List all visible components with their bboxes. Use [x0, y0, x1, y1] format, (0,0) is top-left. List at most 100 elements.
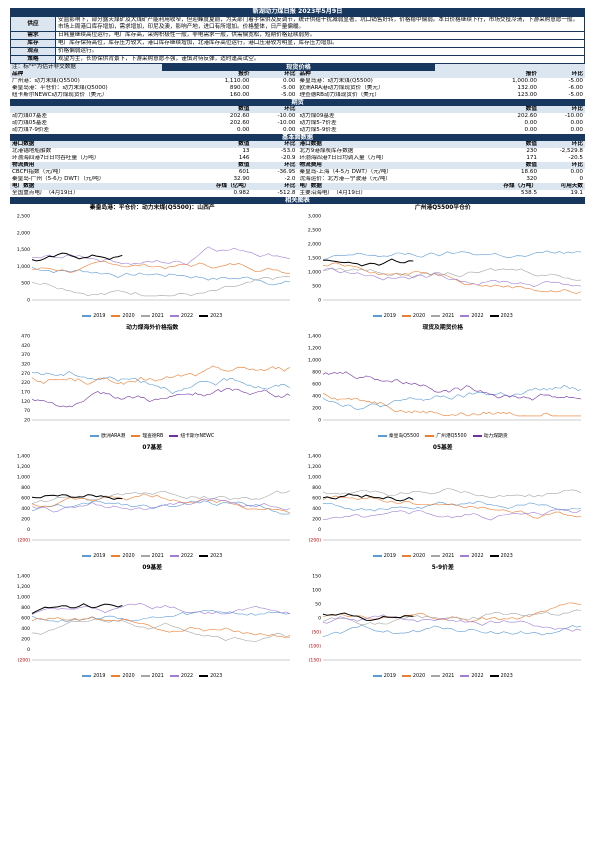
legend-item: 2019 [82, 554, 105, 560]
y-tick-label: 1,400 [307, 334, 320, 340]
cell: -20.9 [281, 155, 296, 161]
chart-title: 现货及期货价格 [422, 325, 464, 331]
cell: 主要沿海电厂（4月19日） [299, 190, 367, 196]
y-tick-label: 200 [312, 517, 321, 523]
y-tick-label: 600 [312, 496, 321, 502]
cell: 538.5 [520, 190, 537, 196]
chart-plot: 1,400 1,200 1,000 800 600 400 200 0 (200) [17, 574, 291, 664]
legend-label: 2022 [471, 674, 484, 679]
legend-swatch [169, 314, 179, 317]
cell: 可用天数 [539, 183, 585, 190]
legend-item: 2021 [140, 554, 164, 560]
cell: 全国重点电厂（4月19日） [12, 190, 79, 196]
series-line [322, 508, 581, 521]
section-fundamentals: 基本面数据 [10, 134, 585, 141]
legend-label: 2021 [151, 554, 164, 559]
legend-item: 2020 [111, 314, 135, 320]
cell: 0.00 [570, 120, 583, 126]
cell: -5.00 [568, 78, 583, 84]
cell: 理查德RB动力煤现货价（美元） [299, 92, 380, 98]
fund-row: 北港锚地船舶数 13 -53.0 北方9港煤炭库存数据 230 -2,529.8 [10, 148, 585, 155]
legend-swatch [425, 434, 435, 437]
legend-label: 2022 [180, 554, 194, 559]
cell: 数值 [199, 141, 252, 148]
cell: 0.00 [283, 127, 296, 133]
legend-label: 2021 [442, 314, 455, 319]
series-line [322, 393, 581, 417]
legend-label: 2022 [471, 314, 484, 319]
chart-legend: 2019 2020 2021 2022 2023 [301, 554, 586, 560]
y-tick-label: 500 [312, 284, 321, 290]
cell: 报价 [199, 71, 252, 78]
legend-item: 2023 [199, 674, 222, 680]
y-tick-label: 1,000 [307, 475, 320, 481]
y-tick-label: 400 [21, 506, 30, 512]
legend-swatch [460, 554, 470, 557]
y-tick-label: 270 [21, 371, 30, 377]
legend-label: 2020 [412, 314, 426, 319]
commentary-table: 供应 安监影响下，部分露天煤矿及大煤矿产能利用收窄，但迎峰度夏前，为关部门着手保… [11, 17, 584, 63]
cell: 0.00 [524, 120, 537, 126]
chart-legend: 秦皇岛Q5500 广州港Q5500 动力煤期货 [301, 434, 586, 440]
cell: 1,000.00 [512, 78, 537, 84]
legend-label: 2020 [122, 674, 135, 679]
y-tick-label: 1,200 [307, 464, 320, 470]
section-spot: 现货价格 [162, 64, 435, 71]
y-tick-label: 2,500 [307, 228, 320, 234]
spot-row: 纽卡斯尔NEWC动力煤现货价（美元） 160.00 -5.00 理查德RB动力煤现货价… [10, 92, 585, 99]
legend-item: 2020 [401, 554, 425, 560]
legend-label: 2021 [151, 314, 164, 319]
cell: 0.00 [237, 127, 250, 133]
series-line [322, 500, 581, 512]
cell: -2,529.8 [559, 148, 583, 154]
y-tick-label: 0 [27, 298, 30, 304]
cell: 秦皇岛港：平仓价：动力末煤(Q5000) [12, 85, 108, 91]
legend-item: 2020 [111, 554, 135, 560]
legend-swatch [82, 674, 92, 677]
legend-swatch [199, 314, 209, 317]
cell: 环比 [251, 106, 298, 113]
cell: 环比 [539, 141, 585, 148]
cell: 320 [526, 176, 537, 182]
y-tick-label: 1,000 [17, 595, 30, 601]
series-line [322, 609, 581, 626]
cell: 秦皇岛-广州（5-6万 DWT）（元/吨） [12, 176, 105, 182]
y-tick-label: 1,500 [307, 256, 320, 262]
legend-label: 2020 [122, 314, 135, 319]
cell: 环渤海四港7日日均吞吐量（万吨） [12, 155, 100, 161]
chart-plot: 150 100 50 0 (50) (100) (150) [308, 574, 581, 664]
spot-header-row: 品种 报价 环比 品种 报价 环比 [10, 71, 585, 78]
cell: 广州港：动力末煤(Q5500) [12, 78, 80, 84]
legend-swatch [431, 314, 441, 317]
legend-label: 2019 [93, 314, 106, 319]
y-tick-label: (50) [311, 630, 321, 636]
cell: 0.00 [524, 127, 537, 133]
row-supply: 供应 安监影响下，部分露天煤矿及大煤矿产能利用收窄，但迎峰度夏前，为关部门着手保… [11, 17, 584, 32]
cell: -53.0 [281, 148, 296, 154]
legend-swatch [82, 554, 92, 557]
legend-label: 理查德RB [142, 434, 164, 439]
cell: 秦皇岛-上海（4-5万 DWT）（元/吨） [299, 169, 392, 175]
y-tick-label: 1,200 [17, 584, 30, 590]
text-strategy: 观望为主，长协保供背景下，下游采购意愿不强，谨慎对待反弹，适时逢高试空。 [58, 56, 260, 62]
legend-swatch [140, 314, 150, 317]
fund-row: 秦皇岛-广州（5-6万 DWT）（元/吨） 32.90 -2.0 沈海运价：北方港—宁… [10, 176, 585, 183]
legend-swatch [372, 554, 382, 557]
cell: 601 [238, 169, 250, 175]
series-line [31, 602, 291, 615]
cell: -20.5 [568, 155, 583, 161]
y-tick-label: 0 [318, 616, 321, 622]
cell: -512.8 [277, 190, 296, 196]
y-tick-label: 500 [21, 281, 30, 287]
cell: 秦皇岛港：动力末煤(Q5500) [299, 78, 373, 84]
series-line [31, 371, 291, 394]
note: 注：标"*"为估计非交数据 [12, 64, 76, 70]
cell: 171 [526, 155, 537, 161]
legend-item: 秦皇岛Q5500 [377, 434, 419, 440]
cell: 沈海运价：北方港—宁波港（元/吨） [299, 176, 391, 182]
legend-item: 2022 [460, 674, 484, 680]
y-tick-label: 1,000 [307, 270, 320, 276]
legend-item: 欧洲ARA港 [90, 434, 125, 440]
legend-label: 欧洲ARA港 [101, 434, 126, 439]
chart-title: 05基差 [432, 445, 453, 451]
